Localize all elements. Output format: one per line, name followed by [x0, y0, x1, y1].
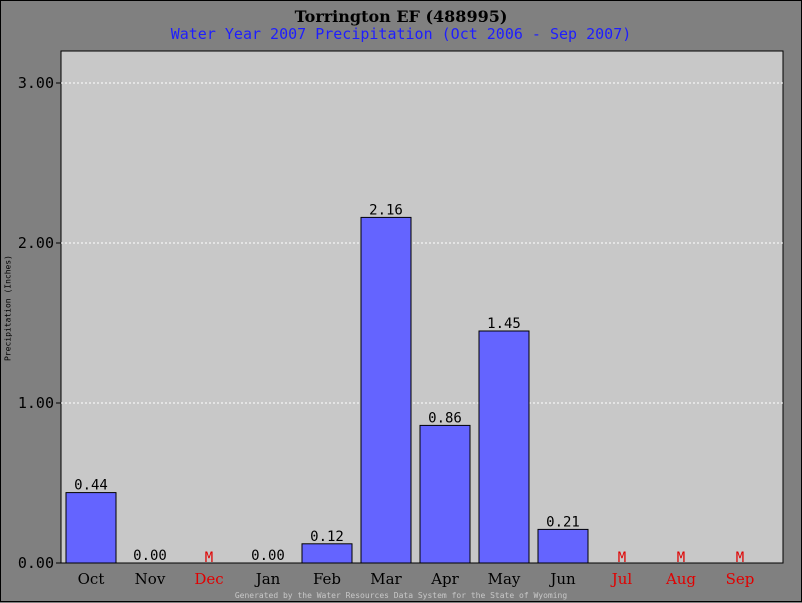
missing-marker: M [205, 550, 213, 566]
x-tick-label: Jan [254, 570, 281, 588]
y-tick-label: 3.00 [18, 74, 54, 92]
x-tick-label: Jul [610, 570, 633, 588]
missing-marker: M [677, 550, 685, 566]
y-tick-label: 1.00 [18, 394, 54, 412]
bar [65, 492, 117, 564]
x-tick-label: Oct [78, 570, 105, 588]
bar [419, 424, 471, 564]
x-tick-label: Feb [313, 570, 341, 588]
footer-note: Generated by the Water Resources Data Sy… [234, 591, 568, 600]
bar [301, 543, 353, 564]
data-label: 0.00 [251, 548, 285, 564]
y-tick-label: 2.00 [18, 234, 54, 252]
x-tick-label: May [488, 570, 521, 588]
missing-marker: M [736, 550, 744, 566]
x-tick-label: Sep [726, 570, 755, 588]
data-label: 2.16 [369, 202, 403, 218]
data-label: 0.12 [310, 529, 344, 545]
data-label: 1.45 [487, 316, 521, 332]
data-label: 0.86 [428, 410, 462, 426]
chart-subtitle: Water Year 2007 Precipitation (Oct 2006 … [170, 25, 632, 43]
y-tick-label: 0.00 [18, 554, 54, 572]
missing-marker: M [618, 550, 626, 566]
x-tick-label: Nov [135, 570, 166, 588]
x-tick-label: Mar [370, 570, 402, 588]
x-tick-label: Dec [194, 570, 223, 588]
bar [478, 330, 530, 564]
x-tick-label: Apr [430, 570, 459, 588]
data-label: 0.44 [74, 478, 108, 494]
x-tick-label: Jun [548, 570, 576, 588]
x-tick-label: Aug [665, 570, 696, 588]
bar [360, 216, 412, 564]
bar [537, 528, 589, 564]
data-label: 0.00 [133, 548, 167, 564]
chart-title: Torrington EF (488995) [294, 7, 508, 26]
data-label: 0.21 [546, 514, 580, 530]
